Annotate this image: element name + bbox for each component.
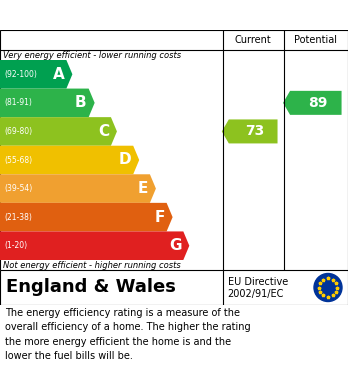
Text: Not energy efficient - higher running costs: Not energy efficient - higher running co… [3, 261, 181, 270]
Text: (39-54): (39-54) [4, 184, 32, 193]
Text: Potential: Potential [294, 35, 337, 45]
Text: (1-20): (1-20) [4, 241, 27, 250]
Text: F: F [154, 210, 165, 225]
Polygon shape [283, 91, 342, 115]
Polygon shape [0, 117, 117, 146]
Text: (21-38): (21-38) [4, 213, 32, 222]
Polygon shape [0, 146, 139, 174]
Text: (69-80): (69-80) [4, 127, 32, 136]
Text: (81-91): (81-91) [4, 99, 32, 108]
Text: E: E [137, 181, 148, 196]
Text: 2002/91/EC: 2002/91/EC [228, 289, 284, 299]
Text: Very energy efficient - lower running costs: Very energy efficient - lower running co… [3, 51, 181, 60]
Text: 89: 89 [308, 96, 327, 110]
Text: C: C [98, 124, 109, 139]
Polygon shape [0, 174, 156, 203]
Text: The energy efficiency rating is a measure of the
overall efficiency of a home. T: The energy efficiency rating is a measur… [5, 308, 251, 361]
Text: G: G [169, 238, 181, 253]
Polygon shape [0, 60, 72, 89]
Text: Energy Efficiency Rating: Energy Efficiency Rating [10, 7, 232, 23]
Text: A: A [53, 67, 64, 82]
Polygon shape [0, 89, 95, 117]
Polygon shape [222, 119, 278, 143]
Text: EU Directive: EU Directive [228, 277, 288, 287]
Text: (92-100): (92-100) [4, 70, 37, 79]
Circle shape [314, 273, 342, 301]
Text: England & Wales: England & Wales [6, 278, 176, 296]
Text: Current: Current [235, 35, 271, 45]
Text: 73: 73 [246, 124, 265, 138]
Text: B: B [75, 95, 87, 110]
Text: (55-68): (55-68) [4, 156, 32, 165]
Polygon shape [0, 231, 189, 260]
Polygon shape [0, 203, 173, 231]
Text: D: D [119, 152, 131, 167]
